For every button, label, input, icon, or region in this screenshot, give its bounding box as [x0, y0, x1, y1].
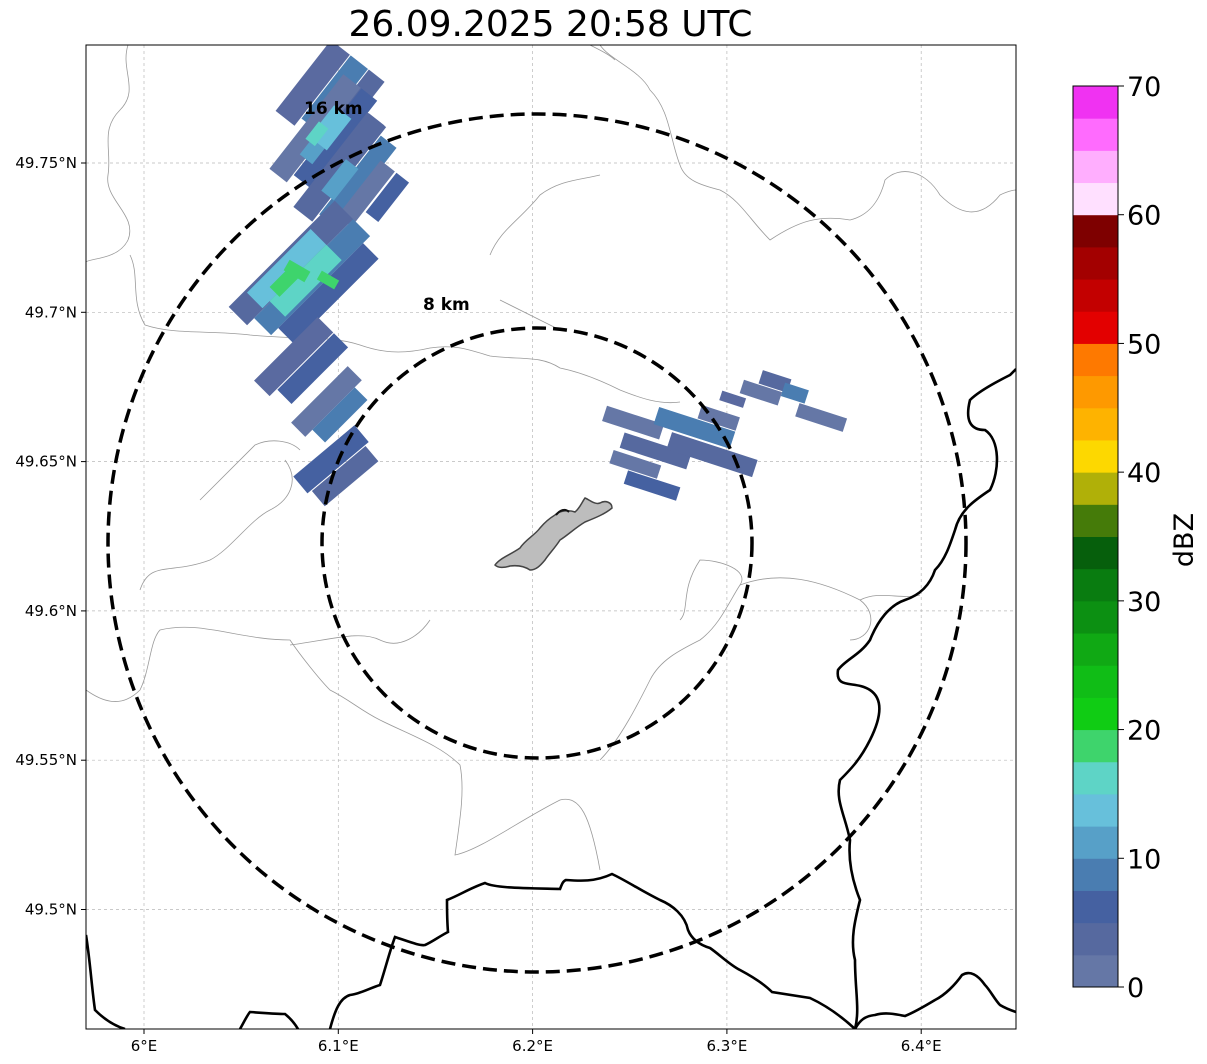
- colorbar-segment: [1073, 729, 1118, 763]
- colorbar-segment: [1073, 214, 1118, 248]
- y-tick-label: 49.7°N: [25, 303, 77, 321]
- colorbar-segment: [1073, 472, 1118, 505]
- colorbar-segment: [1073, 118, 1118, 151]
- y-tick-label: 49.55°N: [15, 751, 77, 769]
- colorbar-segment: [1073, 150, 1118, 184]
- colorbar-segment: [1073, 343, 1118, 377]
- range-ring-label-8km: 8 km: [423, 295, 470, 315]
- longitude-axis: 6°E 6.1°E 6.2°E 6.3°E 6.4°E: [131, 1029, 942, 1055]
- colorbar-segment: [1073, 439, 1118, 473]
- colorbar-tick-label: 70: [1127, 72, 1161, 103]
- x-tick-label: 6.1°E: [318, 1037, 359, 1055]
- country-borders: [86, 368, 1016, 1029]
- colorbar-segment: [1073, 311, 1118, 344]
- colorbar-segment: [1073, 697, 1118, 731]
- colorbar-segment: [1073, 600, 1118, 634]
- colorbar-segment: [1073, 568, 1118, 602]
- y-tick-label: 49.75°N: [15, 154, 77, 172]
- colorbar-tick-label: 0: [1127, 973, 1144, 1004]
- colorbar-frame: [1072, 85, 1119, 988]
- x-tick-label: 6.4°E: [901, 1037, 942, 1055]
- range-ring-16km: [106, 112, 968, 974]
- colorbar-segment: [1073, 922, 1118, 956]
- colorbar-segment: [1073, 375, 1118, 409]
- x-tick-label: 6°E: [131, 1037, 158, 1055]
- colorbar: 0 10 20 30 40 50 60 70: [1072, 72, 1161, 1004]
- map-frame: [85, 44, 1017, 1030]
- colorbar-segment: [1073, 826, 1118, 859]
- colorbar-segment: [1073, 182, 1118, 216]
- range-rings: [106, 112, 968, 974]
- colorbar-tick-label: 30: [1127, 587, 1161, 618]
- colorbar-segment: [1073, 890, 1118, 924]
- y-tick-label: 49.65°N: [15, 453, 77, 471]
- colorbar-segment: [1073, 761, 1118, 795]
- map-gridlines: [86, 45, 1016, 1029]
- city-area-polygon: [494, 497, 613, 571]
- x-tick-label: 6.3°E: [706, 1037, 747, 1055]
- colorbar-segment: [1073, 954, 1118, 988]
- radar-echoes: [228, 45, 848, 507]
- y-tick-label: 49.6°N: [25, 602, 77, 620]
- river-segment: [555, 508, 570, 516]
- colorbar-tick-label: 40: [1127, 458, 1161, 489]
- range-ring-8km: [320, 326, 754, 760]
- colorbar-tick-label: 60: [1127, 201, 1161, 232]
- x-tick-label: 6.2°E: [512, 1037, 553, 1055]
- colorbar-segment: [1073, 504, 1118, 537]
- colorbar-segment: [1073, 633, 1118, 666]
- range-ring-label-16km: 16 km: [304, 99, 363, 119]
- colorbar-segment: [1073, 407, 1118, 441]
- y-tick-label: 49.5°N: [25, 901, 77, 919]
- colorbar-tick-label: 10: [1127, 844, 1161, 875]
- colorbar-segment: [1073, 858, 1118, 891]
- latitude-axis: 49.75°N 49.7°N 49.65°N 49.6°N 49.55°N 49.5°N: [15, 154, 86, 919]
- colorbar-segment: [1073, 536, 1118, 570]
- colorbar-tick-label: 20: [1127, 716, 1161, 747]
- colorbar-tick-label: 50: [1127, 329, 1161, 360]
- commune-boundaries: [86, 45, 1016, 871]
- colorbar-label: dBZ: [1169, 513, 1200, 567]
- colorbar-segment: [1073, 279, 1118, 312]
- map-title: 26.09.2025 20:58 UTC: [348, 4, 753, 45]
- colorbar-segment: [1073, 793, 1118, 827]
- colorbar-segment: [1073, 246, 1118, 280]
- colorbar-segment: [1073, 86, 1118, 119]
- colorbar-segment: [1073, 665, 1118, 698]
